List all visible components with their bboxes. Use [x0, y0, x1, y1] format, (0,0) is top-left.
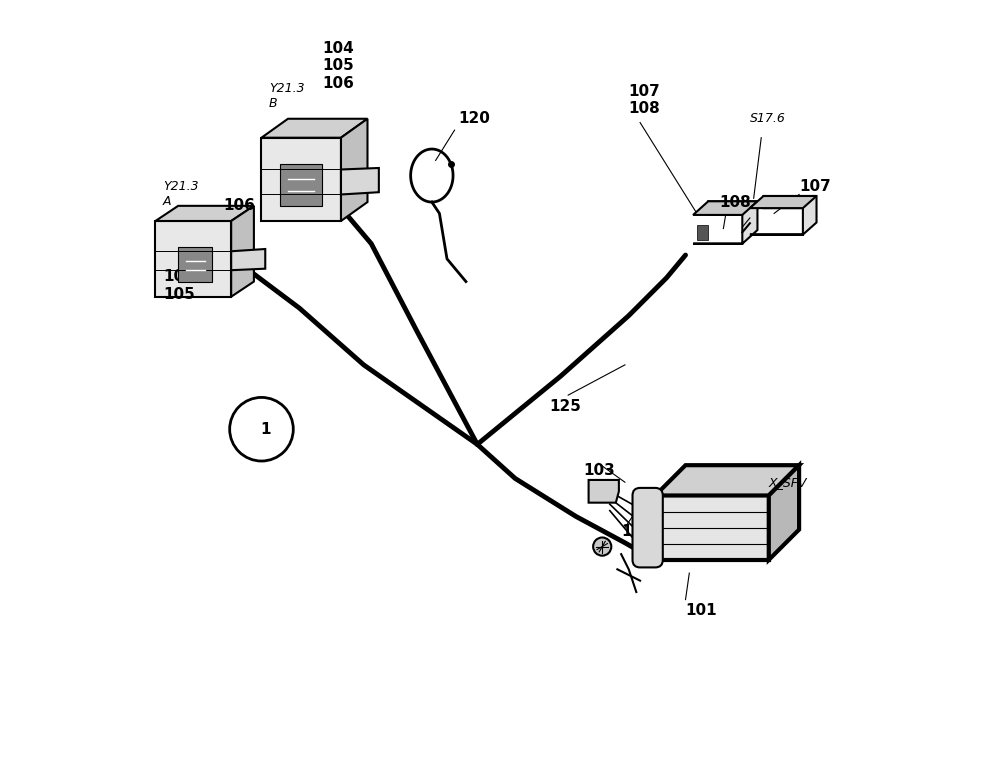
Polygon shape: [697, 225, 708, 240]
Text: 106: 106: [224, 198, 255, 214]
Polygon shape: [261, 138, 341, 221]
Polygon shape: [280, 164, 322, 206]
Text: Y21.3
B: Y21.3 B: [269, 82, 305, 110]
Text: 104
105
106: 104 105 106: [322, 41, 354, 90]
Polygon shape: [231, 206, 254, 296]
Polygon shape: [693, 201, 757, 244]
Text: 108: 108: [720, 195, 751, 210]
Polygon shape: [155, 206, 254, 221]
Polygon shape: [769, 465, 799, 560]
Polygon shape: [693, 201, 757, 215]
Text: 125: 125: [549, 399, 581, 414]
Text: 120: 120: [458, 111, 490, 126]
Text: 107
108: 107 108: [629, 84, 660, 116]
Polygon shape: [655, 496, 769, 560]
Polygon shape: [261, 119, 367, 138]
Text: S17.6: S17.6: [750, 112, 786, 125]
Polygon shape: [341, 119, 367, 221]
Text: Y21.3
A: Y21.3 A: [163, 180, 199, 208]
Text: 102: 102: [621, 524, 653, 539]
Text: 104
105: 104 105: [163, 269, 195, 302]
Text: X_SFV: X_SFV: [769, 476, 807, 489]
Polygon shape: [750, 196, 817, 235]
Polygon shape: [750, 196, 817, 208]
Polygon shape: [231, 249, 265, 271]
Circle shape: [593, 537, 611, 556]
Polygon shape: [589, 480, 619, 502]
Text: 101: 101: [686, 603, 717, 619]
FancyBboxPatch shape: [633, 488, 663, 568]
Polygon shape: [341, 168, 379, 195]
Text: 103: 103: [583, 464, 615, 478]
Polygon shape: [178, 248, 212, 281]
Text: 107: 107: [799, 179, 831, 195]
Text: 1: 1: [260, 422, 271, 437]
Polygon shape: [655, 465, 799, 496]
Polygon shape: [155, 221, 231, 296]
